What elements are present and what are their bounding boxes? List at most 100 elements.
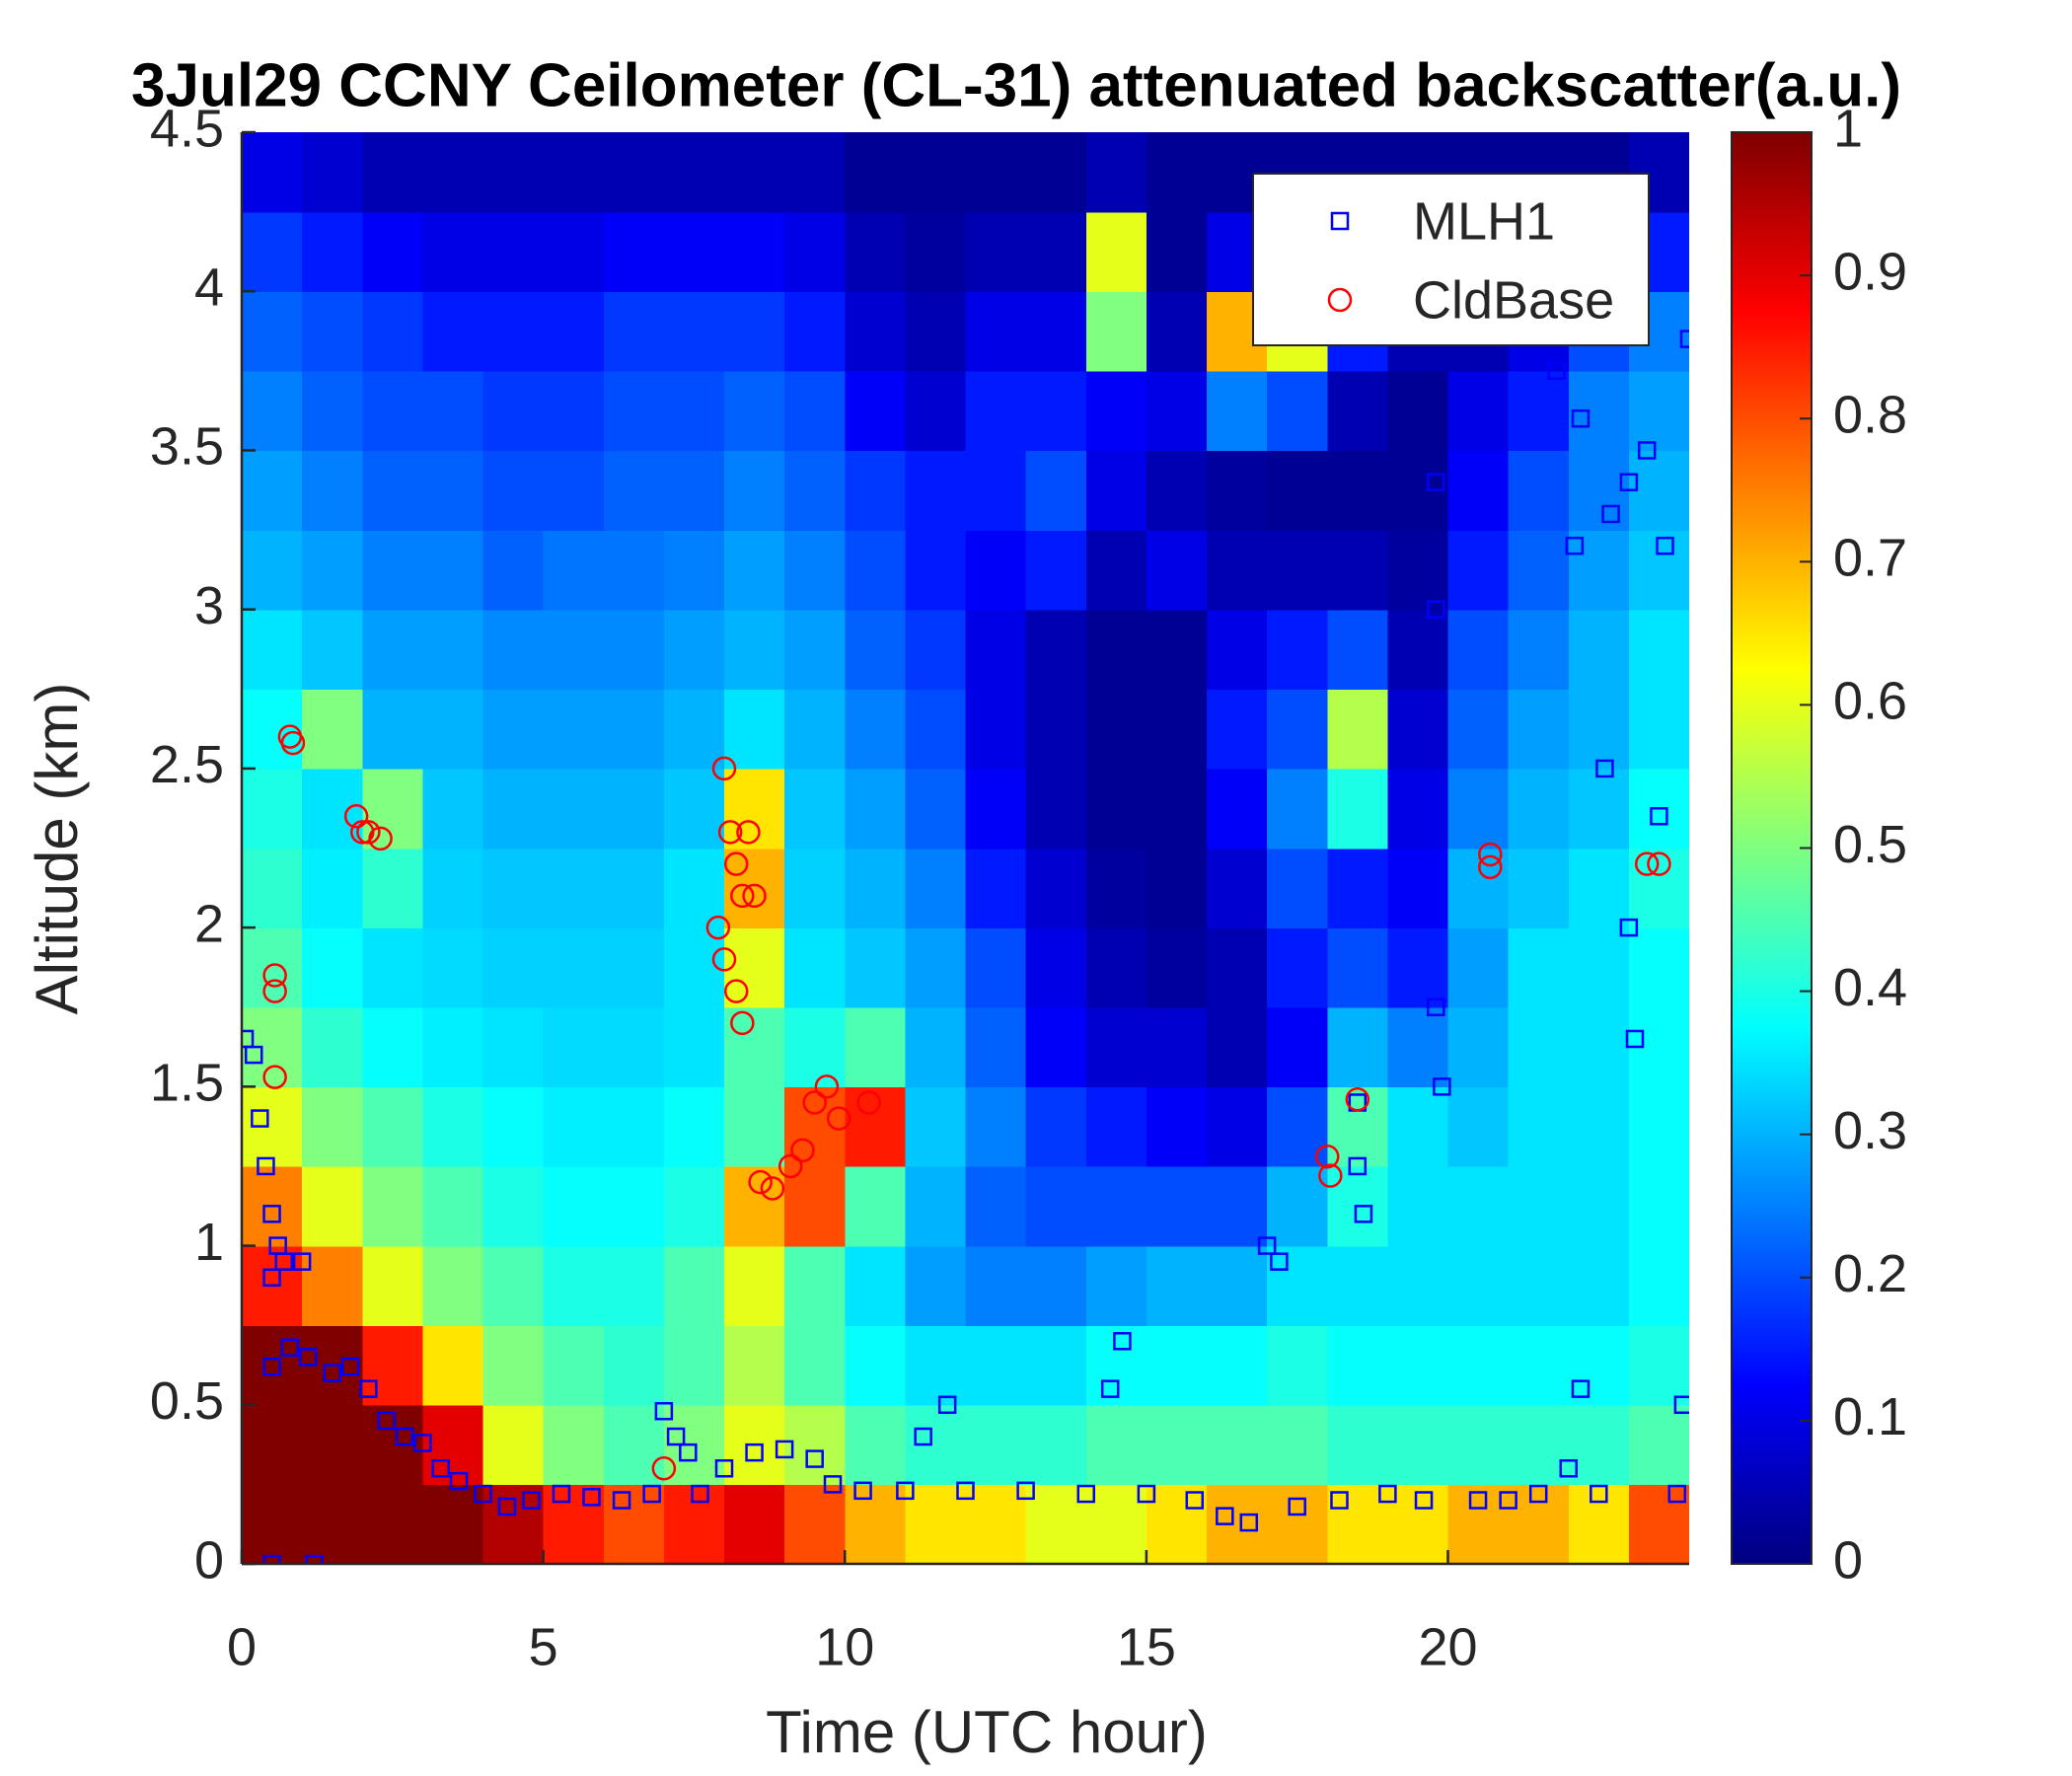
heatmap-cell <box>603 1165 665 1247</box>
marker-square <box>1100 1379 1120 1398</box>
heatmap-cell <box>965 1086 1027 1167</box>
heatmap-cell <box>603 1325 665 1406</box>
heatmap-cell <box>1508 1325 1570 1406</box>
heatmap-cell <box>1508 689 1570 770</box>
heatmap-cell <box>1025 530 1087 611</box>
heatmap-cell <box>1387 1325 1449 1406</box>
marker-square <box>244 1045 263 1065</box>
heatmap-cell <box>905 1325 967 1406</box>
heatmap-cell <box>1267 370 1329 452</box>
marker-square <box>823 1475 843 1494</box>
heatmap-cell <box>242 132 303 213</box>
heatmap-cell <box>1267 450 1329 531</box>
heatmap-cell <box>1327 1484 1389 1564</box>
heatmap-cell <box>1267 848 1329 928</box>
marker-square <box>1601 504 1620 524</box>
marker-square <box>896 1481 915 1501</box>
marker-square <box>1619 473 1639 491</box>
heatmap-cell <box>302 1484 364 1564</box>
heatmap-cell <box>1387 609 1449 691</box>
legend: MLH1 CldBase <box>1252 173 1650 346</box>
heatmap-cell <box>1085 1484 1147 1564</box>
heatmap-cell <box>1327 848 1389 928</box>
marker-square <box>1378 1484 1397 1504</box>
marker-circle <box>802 1090 827 1115</box>
heatmap-cell <box>1085 1006 1147 1088</box>
heatmap-cell <box>1267 927 1329 1008</box>
heatmap-cell <box>1207 689 1268 770</box>
marker-circle <box>1327 287 1353 313</box>
heatmap-cell <box>603 132 665 213</box>
heatmap-cell <box>784 927 847 1008</box>
heatmap-cell <box>1387 1165 1449 1247</box>
heatmap-cell <box>845 689 907 770</box>
heatmap-cell <box>1568 1165 1630 1247</box>
heatmap-cell <box>1085 1245 1147 1326</box>
heatmap-cell <box>905 1245 967 1326</box>
heatmap-cell <box>1387 927 1449 1008</box>
heatmap-cell <box>302 1245 364 1326</box>
heatmap-cell <box>1025 370 1087 452</box>
heatmap-cell <box>1508 530 1570 611</box>
heatmap-cell <box>1628 1245 1689 1326</box>
heatmap-cell <box>1508 1006 1570 1088</box>
marker-circle <box>1634 851 1660 876</box>
heatmap-cell <box>302 530 364 611</box>
heatmap-cell <box>362 1245 424 1326</box>
heatmap-cell <box>1146 768 1208 850</box>
marker-square <box>377 1411 396 1431</box>
heatmap-cell <box>603 370 665 452</box>
heatmap-cell <box>422 132 484 213</box>
heatmap-cell <box>1085 1165 1147 1247</box>
heatmap-cell <box>784 1006 847 1088</box>
marker-circle <box>651 1456 677 1481</box>
heatmap-cell <box>663 927 725 1008</box>
heatmap-cell <box>905 211 967 293</box>
heatmap-cell <box>1085 1404 1147 1486</box>
heatmap-cell <box>965 291 1027 372</box>
marker-circle <box>1647 851 1671 876</box>
heatmap-cell <box>1387 370 1449 452</box>
heatmap-cell <box>543 450 605 531</box>
heatmap-cell <box>362 450 424 531</box>
heatmap-cell <box>784 1404 847 1486</box>
heatmap-cell <box>845 211 907 293</box>
heatmap-cell <box>603 927 665 1008</box>
heatmap-cell <box>1207 768 1268 850</box>
heatmap-cell <box>845 1404 907 1486</box>
marker-circle <box>730 883 755 909</box>
marker-square <box>1076 1484 1095 1504</box>
heatmap-cell <box>905 609 967 691</box>
heatmap-cell <box>603 211 665 293</box>
heatmap-cell <box>1025 450 1087 531</box>
heatmap-cell <box>1267 530 1329 611</box>
heatmap-cell <box>603 291 665 372</box>
heatmap-cell <box>482 211 545 293</box>
heatmap-cell <box>1628 927 1689 1008</box>
heatmap-cell <box>1085 450 1147 531</box>
heatmap-cell <box>663 211 725 293</box>
marker-square <box>1547 361 1566 381</box>
heatmap-cell <box>784 1484 847 1564</box>
heatmap-cell <box>482 530 545 611</box>
y-tick-label: 4.5 <box>150 99 224 158</box>
marker-square <box>413 1434 432 1452</box>
heatmap-cell <box>724 1325 785 1406</box>
heatmap-cell <box>362 132 424 213</box>
heatmap-cell <box>1207 1404 1268 1486</box>
heatmap-cell <box>845 927 907 1008</box>
marker-circle <box>723 979 749 1003</box>
heatmap-cell <box>1085 530 1147 611</box>
heatmap-cell <box>1207 848 1268 928</box>
marker-circle <box>262 979 287 1003</box>
heatmap-cell <box>362 1165 424 1247</box>
heatmap-cell <box>905 848 967 928</box>
heatmap-cell <box>302 370 364 452</box>
heatmap-cell <box>905 1484 967 1564</box>
marker-circle <box>748 1169 773 1195</box>
heatmap-cell <box>543 609 605 691</box>
heatmap-cell <box>1146 609 1208 691</box>
heatmap-cell <box>845 370 907 452</box>
heatmap-cell <box>1146 291 1208 372</box>
heatmap-cell <box>1447 609 1510 691</box>
